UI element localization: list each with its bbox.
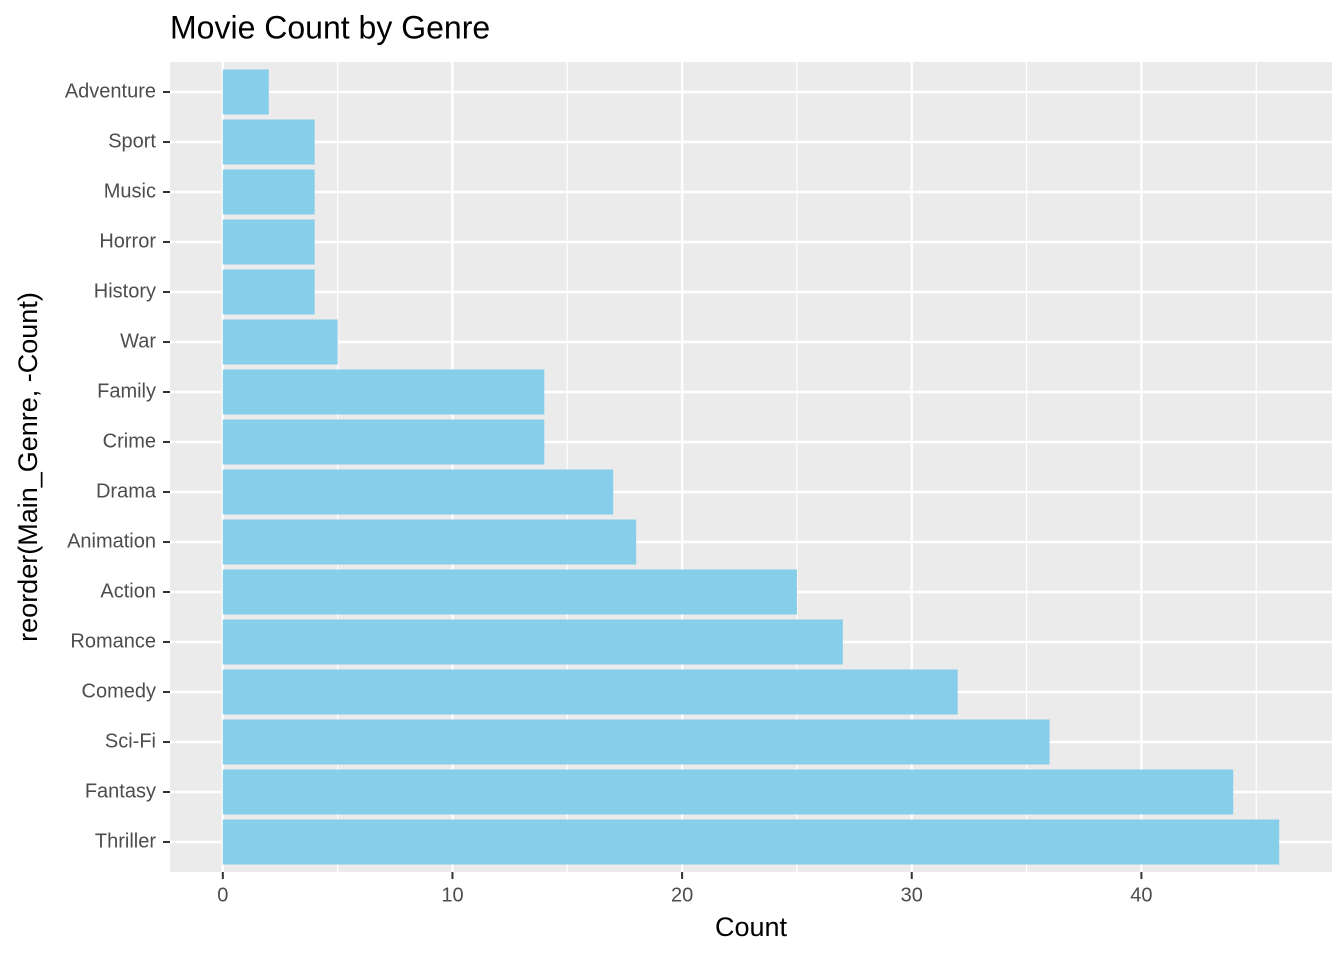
bar	[222, 519, 637, 565]
y-tick-label: Thriller	[95, 830, 156, 852]
y-tick-label: Romance	[70, 630, 156, 652]
y-tick-label: Sport	[108, 130, 156, 152]
x-axis-title: Count	[715, 912, 788, 942]
y-tick-label: Adventure	[65, 80, 156, 102]
y-tick-label: Sci-Fi	[105, 730, 156, 752]
bar	[222, 669, 958, 715]
bar	[222, 69, 269, 115]
y-tick-label: Crime	[103, 430, 156, 452]
y-tick-label: Horror	[99, 230, 156, 252]
y-tick-label: Drama	[96, 480, 157, 502]
bar	[222, 269, 315, 315]
y-tick-label: Action	[100, 580, 156, 602]
x-tick-label: 30	[901, 884, 923, 906]
bar	[222, 369, 545, 415]
chart-title: Movie Count by Genre	[170, 9, 490, 45]
bar	[222, 769, 1234, 815]
bar	[222, 819, 1280, 865]
y-axis-title: reorder(Main_Genre, -Count)	[13, 292, 43, 642]
y-tick-label: Family	[97, 380, 156, 402]
bar	[222, 319, 338, 365]
bar	[222, 569, 797, 615]
bar	[222, 119, 315, 165]
bar	[222, 219, 315, 265]
x-tick-label: 0	[217, 884, 228, 906]
bar	[222, 619, 843, 665]
x-tick-label: 20	[671, 884, 693, 906]
y-tick-label: Animation	[67, 530, 156, 552]
y-tick-label: War	[120, 330, 156, 352]
y-tick-label: History	[94, 280, 156, 302]
bar	[222, 469, 614, 515]
bar	[222, 419, 545, 465]
bar	[222, 719, 1050, 765]
bar	[222, 169, 315, 215]
y-tick-label: Music	[104, 180, 156, 202]
y-tick-label: Fantasy	[85, 780, 156, 802]
x-tick-label: 40	[1130, 884, 1152, 906]
y-tick-label: Comedy	[82, 680, 156, 702]
x-tick-label: 10	[441, 884, 463, 906]
